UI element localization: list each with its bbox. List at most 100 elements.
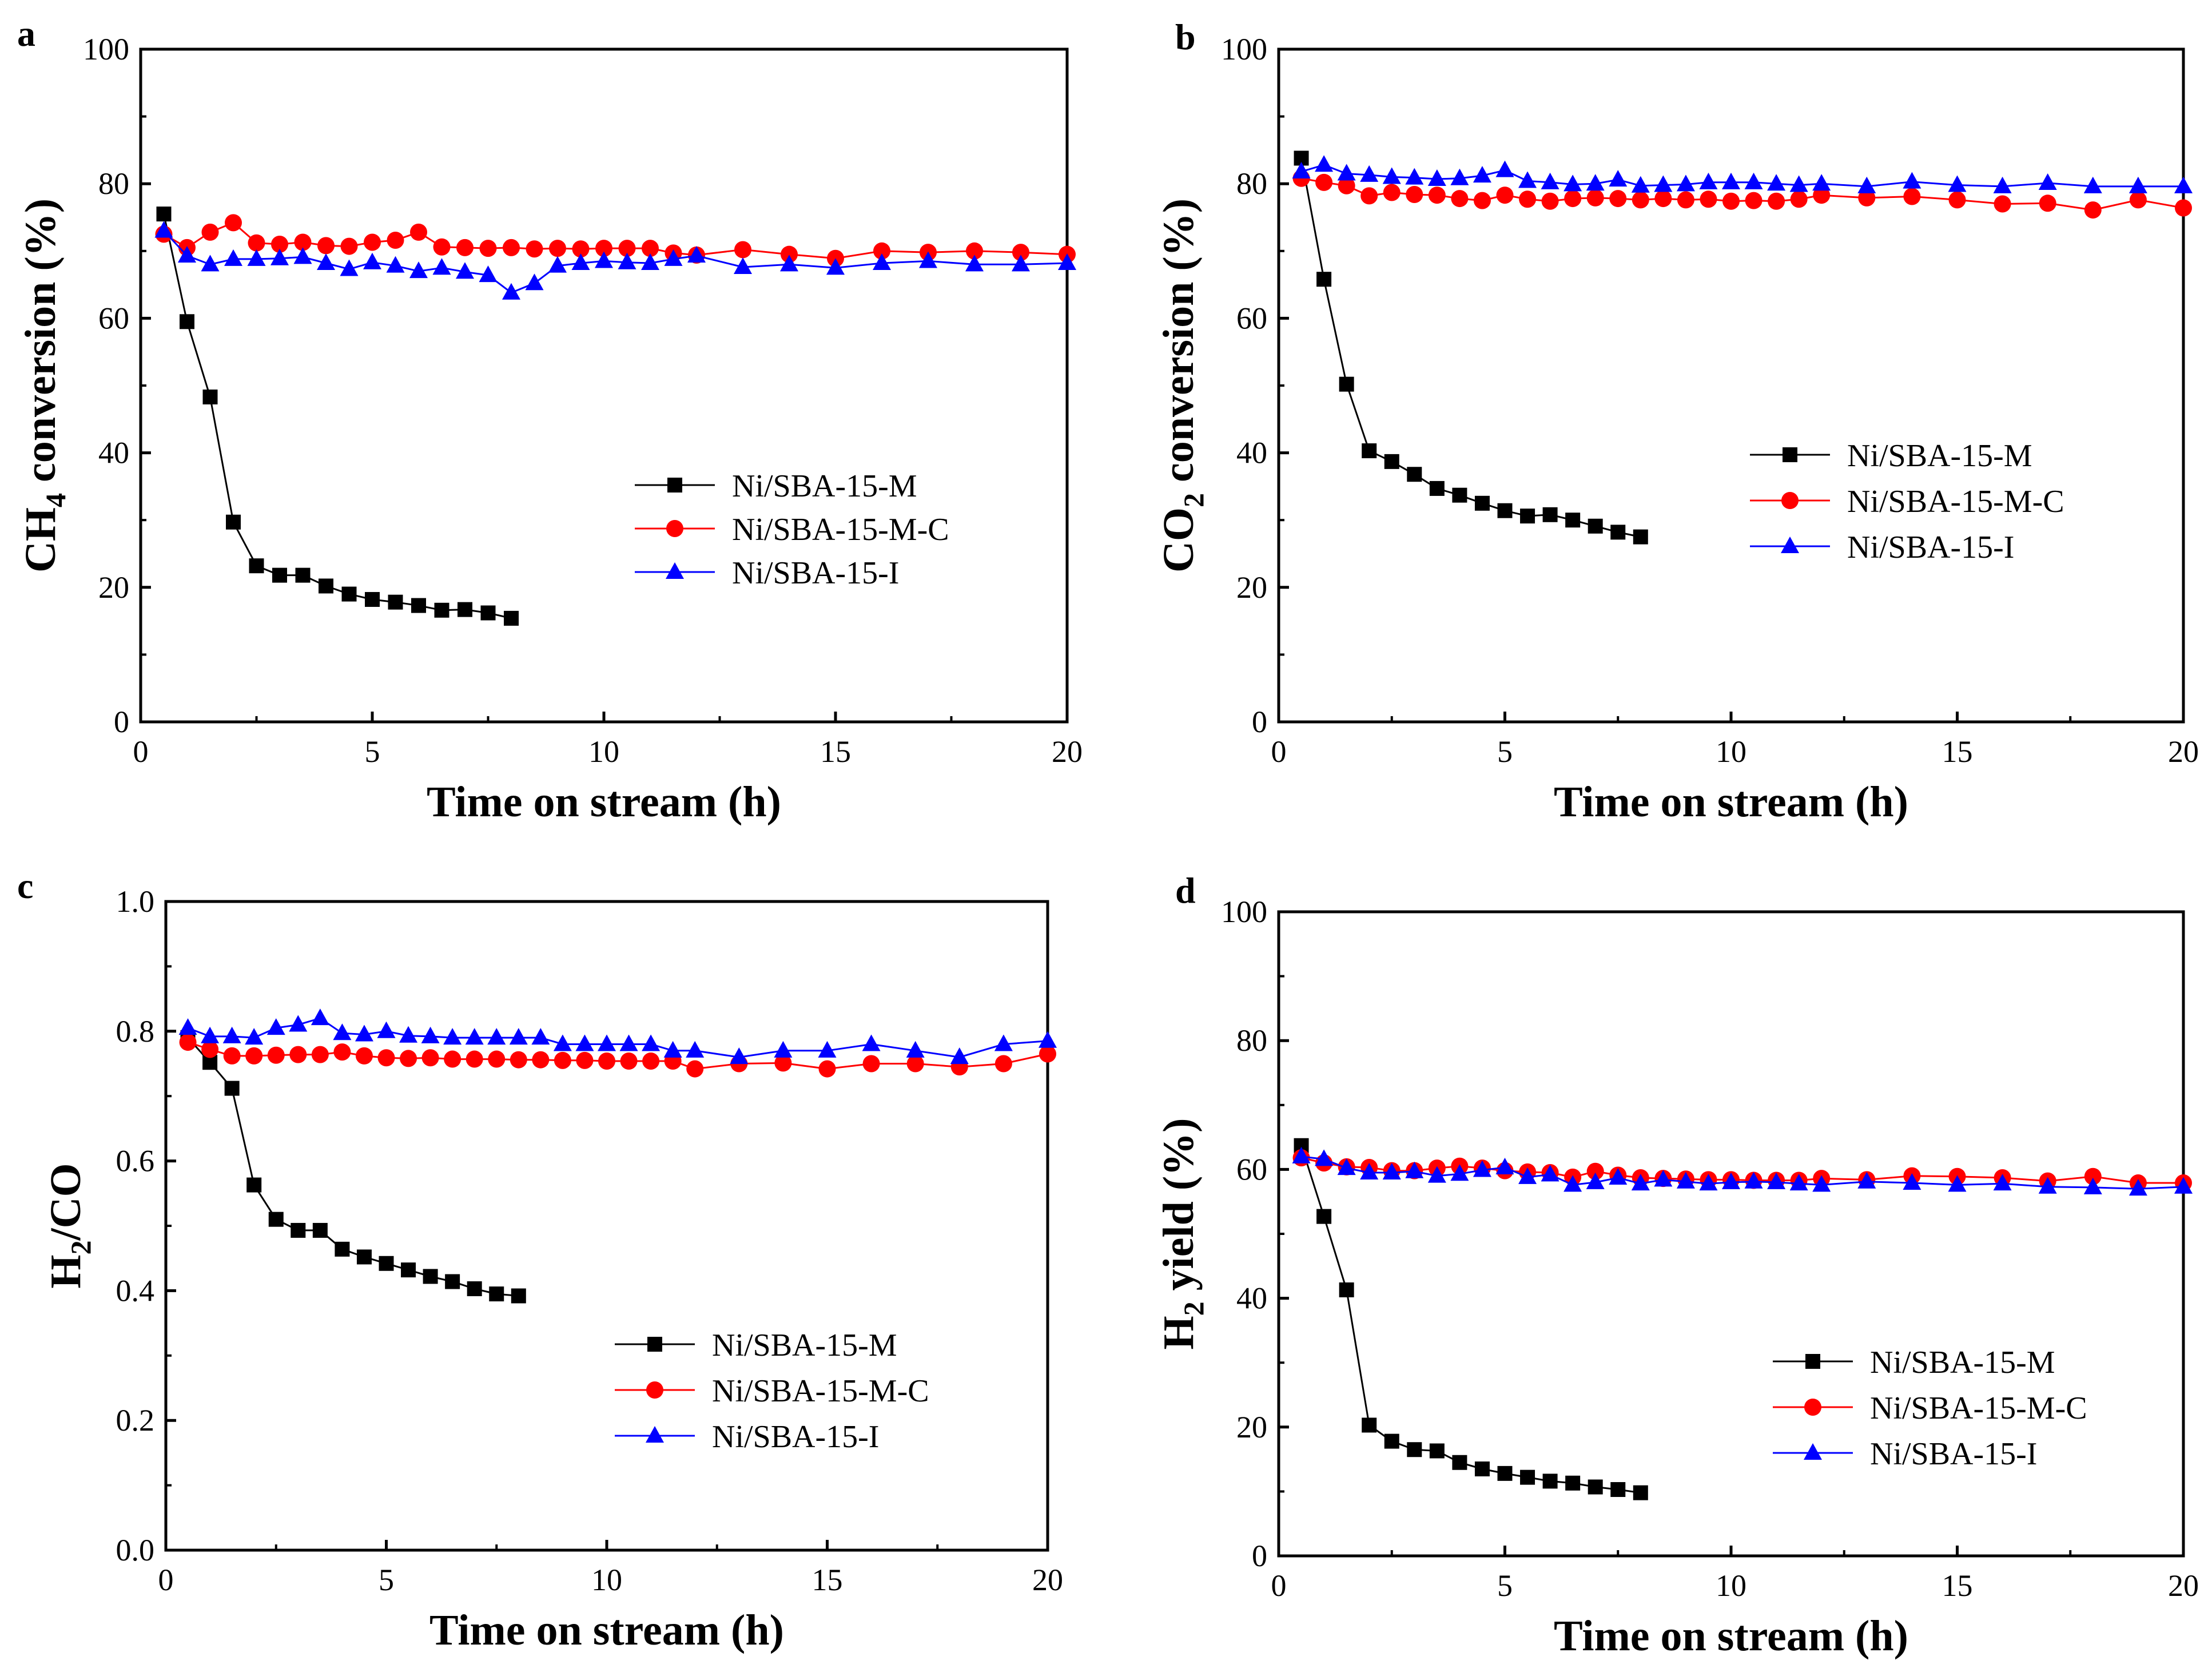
data-point [1542, 1474, 1558, 1489]
data-point [312, 1222, 328, 1238]
data-point [1565, 513, 1581, 528]
data-point [576, 1051, 594, 1069]
data-point [1767, 174, 1786, 191]
data-point [365, 591, 380, 607]
data-point [1427, 169, 1446, 186]
data-point [2038, 1177, 2057, 1194]
y-tick-label: 60 [98, 301, 129, 335]
data-point [432, 258, 451, 275]
data-point [873, 242, 890, 260]
y-tick-label: 1.0 [116, 884, 155, 919]
data-point [734, 241, 751, 259]
data-point [295, 567, 311, 583]
data-point [571, 253, 590, 270]
data-point [467, 1281, 482, 1296]
data-point [1857, 1171, 1876, 1189]
data-point [2129, 191, 2147, 209]
data-point [154, 221, 173, 238]
legend-label: Ni/SBA-15-M-C [712, 1373, 929, 1409]
data-point [434, 602, 449, 618]
data-point [444, 1050, 462, 1068]
data-point [1676, 174, 1695, 192]
data-point [456, 262, 474, 279]
data-point [1609, 1168, 1628, 1185]
data-point [595, 240, 612, 257]
data-point [1039, 1031, 1057, 1048]
data-point [1012, 255, 1030, 272]
data-point [965, 255, 984, 272]
data-point [201, 1040, 219, 1058]
data-point [2129, 1179, 2147, 1196]
data-point [202, 389, 218, 404]
legend: Ni/SBA-15-M Ni/SBA-15-M-C Ni/SBA-15-I [615, 1328, 929, 1455]
data-point [1450, 168, 1469, 185]
x-tick-label: 10 [591, 1563, 622, 1597]
data-point [1520, 1470, 1535, 1485]
data-point [457, 602, 472, 617]
legend-label: Ni/SBA-15-I [712, 1419, 879, 1455]
data-point [178, 1018, 197, 1035]
data-point [379, 1256, 394, 1271]
data-point [906, 1055, 924, 1073]
legend-marker [1804, 1399, 1821, 1416]
data-point [1588, 518, 1603, 534]
legend-label: Ni/SBA-15-M [712, 1328, 897, 1363]
data-point [2174, 176, 2193, 193]
data-point [862, 1055, 880, 1073]
data-point [1339, 1282, 1354, 1297]
legend-marker [666, 562, 684, 579]
data-point [293, 247, 312, 264]
data-point [272, 567, 287, 583]
y-axis-title: CO2 conversion (%) [1155, 198, 1210, 573]
data-point [966, 242, 983, 260]
data-point [1745, 192, 1763, 209]
data-point [267, 1046, 285, 1064]
data-point [1338, 177, 1355, 194]
data-point [1677, 191, 1694, 209]
data-point [465, 1028, 484, 1045]
data-point [2084, 1167, 2102, 1185]
data-point [1473, 192, 1491, 209]
data-point [201, 223, 219, 241]
data-point [1497, 1465, 1513, 1481]
legend-label: Ni/SBA-15-I [732, 555, 899, 591]
data-point [1362, 1417, 1377, 1433]
data-point [1654, 175, 1673, 192]
data-point [377, 1021, 396, 1038]
data-point [1858, 189, 1876, 206]
data-point [1586, 1172, 1605, 1189]
data-point [1586, 174, 1605, 191]
y-tick-label: 0.0 [116, 1533, 155, 1567]
data-point [222, 1026, 241, 1043]
data-point [620, 1052, 638, 1070]
data-point [1744, 172, 1763, 189]
data-point [1812, 1175, 1831, 1192]
data-point [443, 1028, 462, 1045]
data-point [1789, 1174, 1808, 1191]
y-tick-label: 40 [1236, 436, 1267, 470]
data-point [619, 1034, 638, 1051]
data-point [818, 1060, 836, 1078]
legend-label: Ni/SBA-15-M-C [1870, 1391, 2087, 1426]
data-point [642, 1034, 661, 1051]
data-point [245, 1028, 264, 1045]
x-tick-label: 10 [1716, 734, 1746, 769]
y-axis-title: H2/CO [42, 1163, 97, 1288]
data-point [1315, 173, 1333, 191]
data-point [2083, 1177, 2102, 1194]
data-point [355, 1047, 373, 1065]
data-point [1789, 175, 1808, 192]
data-point [1699, 172, 1718, 189]
data-point [1722, 192, 1740, 210]
data-point [1316, 1209, 1332, 1224]
data-point [511, 1288, 526, 1304]
data-point [1474, 1461, 1490, 1476]
data-point [1407, 467, 1422, 482]
data-point [1903, 188, 1921, 205]
data-point [311, 1008, 329, 1026]
data-point [1541, 192, 1559, 210]
data-point [387, 231, 404, 249]
data-point [319, 578, 333, 594]
data-point [291, 1222, 306, 1238]
legend-label: Ni/SBA-15-M [1847, 438, 2032, 474]
